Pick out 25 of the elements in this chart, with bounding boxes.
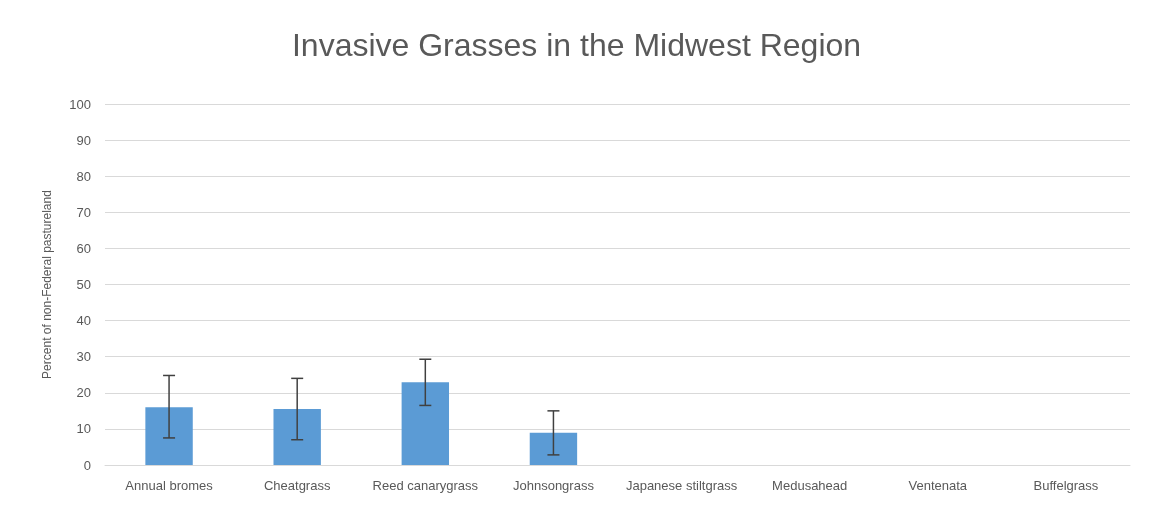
y-tick-label: 60 — [76, 240, 91, 256]
x-tick-label: Cheatgrass — [263, 478, 331, 493]
x-tick-label: Medusahead — [772, 478, 848, 493]
y-tick-label: 50 — [76, 277, 91, 292]
y-axis-title: Percent of non-Federal pastureland — [40, 190, 54, 379]
y-tick-label: 20 — [76, 385, 91, 401]
y-tick-label: 0 — [83, 457, 91, 473]
x-tick-label: Japanese stiltgrass — [625, 478, 738, 493]
bar — [529, 432, 578, 465]
y-tick-label: 10 — [76, 421, 91, 437]
chart-title: Invasive Grasses in the Midwest Region — [291, 27, 862, 63]
x-tick-label: Annual bromes — [125, 478, 214, 493]
x-tick-label: Reed canarygrass — [372, 478, 479, 493]
y-tick-label: 70 — [76, 204, 91, 220]
x-tick-label: Buffelgrass — [1033, 478, 1099, 493]
bar — [273, 409, 321, 465]
x-tick-label: Johnsongrass — [512, 478, 595, 493]
y-tick-label: 30 — [76, 349, 91, 365]
y-tick-label: 100 — [69, 96, 91, 112]
y-tick-label: 90 — [76, 132, 91, 148]
bar — [145, 407, 193, 465]
x-tick-label: Ventenata — [908, 478, 968, 493]
bar — [401, 382, 450, 465]
y-tick-label: 80 — [76, 168, 91, 184]
y-tick-label: 40 — [76, 313, 91, 329]
